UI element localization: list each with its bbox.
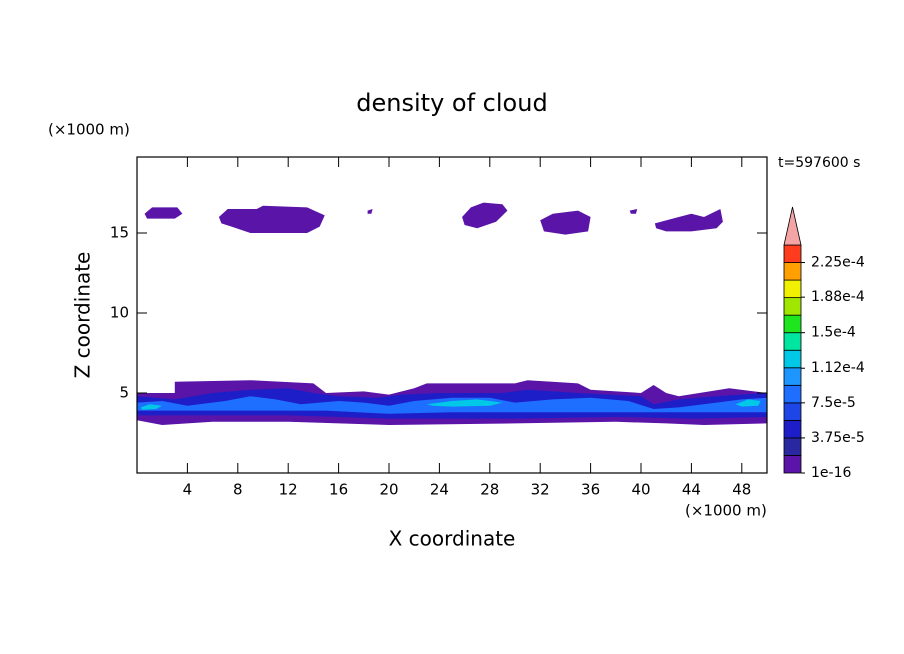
x-tick-label: 44: [682, 481, 701, 499]
colorbar-band: [783, 419, 802, 439]
colorbar-tick-label: 2.25e-4: [811, 255, 865, 271]
time-label: t=597600 s: [778, 155, 860, 171]
chart-title: density of cloud: [356, 89, 547, 117]
x-tick-label: 16: [329, 481, 348, 499]
colorbar-band: [783, 297, 802, 316]
x-tick-label: 24: [430, 481, 449, 499]
contour-region: [218, 205, 325, 233]
x-tick-label: 48: [732, 481, 751, 499]
plot-frame: [136, 156, 768, 474]
colorbar-band: [783, 437, 802, 456]
x-tick-label: 36: [581, 481, 600, 499]
colorbar-band: [783, 455, 802, 474]
contour-region: [654, 209, 723, 232]
x-unit: (×1000 m): [685, 502, 767, 520]
colorbar-band: [783, 262, 802, 281]
x-tick-label: 12: [279, 481, 298, 499]
colorbar-band: [783, 314, 802, 334]
y-axis-label: Z coordinate: [71, 252, 95, 379]
colorbar-tick-label: 1.12e-4: [811, 360, 865, 376]
colorbar-band: [783, 384, 802, 404]
y-tick-label: 5: [119, 384, 129, 402]
x-tick-label: 32: [531, 481, 550, 499]
colorbar-band: [783, 332, 802, 351]
colorbar-band: [783, 279, 802, 299]
contour-region: [426, 399, 503, 407]
y-tick-label: 15: [110, 224, 129, 242]
contour-region: [367, 209, 373, 214]
colorbar-band: [783, 367, 802, 386]
colorbar-tick-label: 1.5e-4: [811, 325, 856, 341]
x-tick-label: 28: [480, 481, 499, 499]
contour-region: [540, 210, 591, 235]
colorbar-tick-label: 1e-16: [811, 465, 851, 481]
x-tick-label: 4: [183, 481, 193, 499]
colorbar-band: [783, 349, 802, 369]
x-tick-label: 40: [631, 481, 650, 499]
colorbar-band: [783, 244, 802, 263]
y-unit: (×1000 m): [48, 121, 130, 139]
x-axis-label: X coordinate: [389, 527, 516, 551]
x-tick-label: 20: [379, 481, 398, 499]
contour-region: [629, 209, 638, 214]
colorbar-extend: [783, 206, 802, 246]
contour-region: [144, 207, 183, 219]
colorbar-tick-label: 7.5e-5: [811, 395, 856, 411]
contour-region: [462, 202, 508, 229]
x-tick-label: 8: [233, 481, 243, 499]
contour-region: [735, 399, 761, 407]
contour-region: [140, 404, 163, 410]
colorbar-tick-label: 1.88e-4: [811, 289, 865, 305]
colorbar-band: [783, 402, 802, 421]
y-tick-label: 10: [110, 304, 129, 322]
colorbar-tick-label: 3.75e-5: [811, 430, 865, 446]
